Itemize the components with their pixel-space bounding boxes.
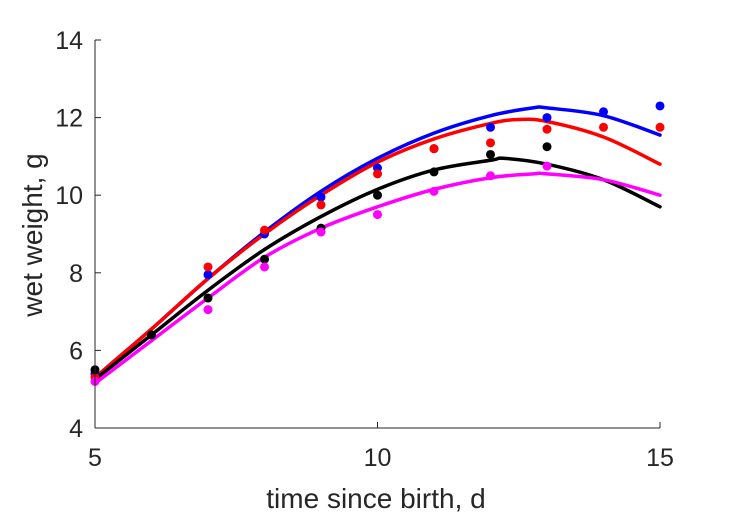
y-tick-label: 10 <box>55 182 83 210</box>
data-point-3 <box>203 293 213 303</box>
x-axis-label: time since birth, d <box>266 483 485 514</box>
data-point-3 <box>429 167 439 177</box>
data-point-2 <box>373 169 382 179</box>
data-point-1 <box>655 101 665 111</box>
data-point-4 <box>373 210 382 220</box>
x-tick-label: 10 <box>364 444 392 472</box>
fit-curve-4 <box>93 171 662 386</box>
data-point-2 <box>203 262 213 272</box>
fit-curve-1 <box>93 105 662 380</box>
data-point-4 <box>429 186 439 196</box>
data-point-2 <box>655 122 665 132</box>
y-tick-label: 14 <box>55 27 83 55</box>
data-point-2 <box>260 225 269 235</box>
data-point-2 <box>542 124 552 134</box>
x-tick-label: 5 <box>88 444 102 472</box>
x-tick-label: 15 <box>646 444 674 472</box>
data-point-3 <box>260 254 269 264</box>
data-point-2 <box>486 138 495 148</box>
y-tick-label: 6 <box>69 337 83 365</box>
y-tick-label: 8 <box>69 260 83 288</box>
data-point-3 <box>542 142 552 152</box>
axes: 5 10 15 4 6 8 10 12 14 <box>55 27 674 472</box>
data-point-1 <box>542 113 552 123</box>
data-point-3 <box>373 190 382 200</box>
data-point-2 <box>599 122 608 132</box>
data-point-4 <box>486 171 495 181</box>
data-point-3 <box>486 149 495 159</box>
data-point-4 <box>260 262 269 272</box>
fit-curves <box>93 105 662 386</box>
y-tick-label: 4 <box>69 415 83 443</box>
data-point-2 <box>316 200 326 210</box>
data-point-1 <box>486 122 495 132</box>
data-point-1 <box>599 107 608 117</box>
data-point-1 <box>203 270 213 280</box>
data-point-3 <box>147 330 156 340</box>
data-point-4 <box>203 305 213 315</box>
data-point-4 <box>316 227 326 237</box>
y-axis-label: wet weight, g <box>17 153 48 317</box>
data-point-2 <box>429 144 439 154</box>
y-tick-label: 12 <box>55 105 83 133</box>
data-point-4 <box>542 161 552 171</box>
data-points <box>90 101 665 386</box>
data-point-1 <box>316 192 326 202</box>
